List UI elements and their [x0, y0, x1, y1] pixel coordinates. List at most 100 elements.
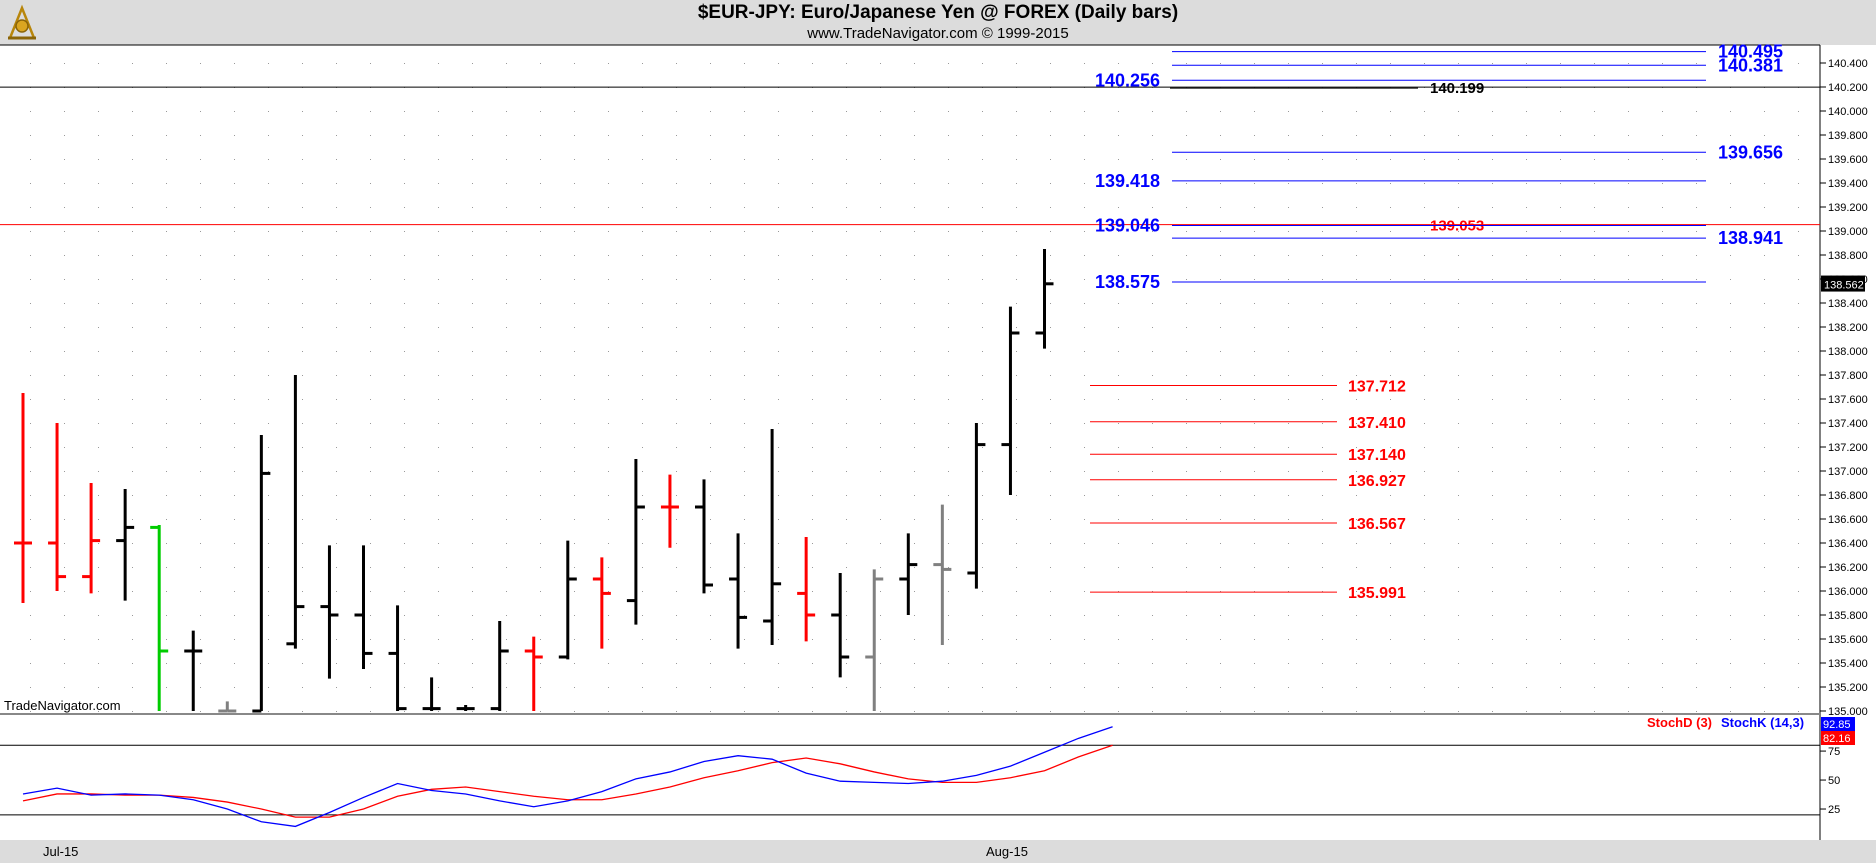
grid-dot [1390, 111, 1391, 112]
grid-dot [1560, 207, 1561, 208]
grid-dot [336, 447, 337, 448]
grid-dot [64, 591, 65, 592]
grid-dot [744, 327, 745, 328]
grid-dot [1560, 567, 1561, 568]
grid-dot [370, 711, 371, 712]
grid-dot [302, 495, 303, 496]
grid-dot [1186, 687, 1187, 688]
grid-dot [472, 183, 473, 184]
grid-dot [370, 183, 371, 184]
grid-dot [642, 159, 643, 160]
grid-dot [200, 135, 201, 136]
grid-dot [778, 303, 779, 304]
grid-dot [1322, 351, 1323, 352]
grid-dot [1764, 471, 1765, 472]
grid-dot [1254, 279, 1255, 280]
grid-dot [234, 375, 235, 376]
grid-dot [1016, 63, 1017, 64]
grid-dot [64, 159, 65, 160]
grid-dot [506, 471, 507, 472]
grid-dot [506, 351, 507, 352]
grid-dot [744, 519, 745, 520]
grid-dot [812, 687, 813, 688]
fib-blue-label: 140.495 [1718, 42, 1783, 62]
grid-dot [1798, 615, 1799, 616]
grid-dot [1322, 183, 1323, 184]
grid-dot [1798, 63, 1799, 64]
grid-dot [1696, 399, 1697, 400]
price-bar [82, 483, 101, 594]
grid-dot [98, 327, 99, 328]
grid-dot [1424, 159, 1425, 160]
grid-dot [438, 135, 439, 136]
axis-tick-label: 137.600 [1828, 394, 1868, 406]
grid-dot [710, 639, 711, 640]
grid-dot [506, 615, 507, 616]
grid-dot [98, 111, 99, 112]
grid-dot [234, 303, 235, 304]
grid-dot [132, 327, 133, 328]
grid-dot [1322, 567, 1323, 568]
grid-dot [1322, 663, 1323, 664]
grid-dot [336, 591, 337, 592]
grid-dot [1118, 471, 1119, 472]
price-bar [490, 621, 509, 711]
grid-dot [778, 255, 779, 256]
grid-dot [30, 375, 31, 376]
grid-dot [1730, 183, 1731, 184]
grid-dot [1526, 255, 1527, 256]
grid-dot [1424, 183, 1425, 184]
grid-dot [608, 423, 609, 424]
grid-dot [1594, 519, 1595, 520]
grid-dot [1424, 207, 1425, 208]
grid-dot [1424, 471, 1425, 472]
grid-dot [642, 591, 643, 592]
grid-dot [302, 279, 303, 280]
grid-dot [200, 567, 201, 568]
grid-dot [1356, 399, 1357, 400]
grid-dot [506, 447, 507, 448]
grid-dot [574, 591, 575, 592]
stoch-d-value-tag [1821, 731, 1855, 745]
grid-dot [1050, 399, 1051, 400]
grid-dot [642, 327, 643, 328]
grid-dot [574, 375, 575, 376]
grid-dot [574, 159, 575, 160]
grid-dot [1730, 447, 1731, 448]
grid-dot [1016, 567, 1017, 568]
grid-dot [1118, 303, 1119, 304]
grid-dot [1764, 327, 1765, 328]
grid-dot [846, 255, 847, 256]
grid-dot [1356, 447, 1357, 448]
grid-dot [472, 711, 473, 712]
grid-dot [914, 327, 915, 328]
grid-dot [1118, 591, 1119, 592]
grid-dot [64, 423, 65, 424]
grid-dot [98, 687, 99, 688]
grid-dot [1220, 135, 1221, 136]
grid-dot [1458, 639, 1459, 640]
grid-dot [234, 663, 235, 664]
grid-dot [1492, 135, 1493, 136]
grid-dot [1186, 63, 1187, 64]
grid-dot [268, 519, 269, 520]
grid-dot [710, 279, 711, 280]
grid-dot [846, 207, 847, 208]
price-bar [558, 540, 577, 660]
grid-dot [744, 135, 745, 136]
grid-dot [676, 591, 677, 592]
grid-dot [1730, 279, 1731, 280]
grid-dot [268, 663, 269, 664]
grid-dot [234, 111, 235, 112]
grid-dot [234, 327, 235, 328]
grid-dot [1730, 615, 1731, 616]
stoch-d-value: 82.16 [1823, 733, 1851, 745]
grid-dot [506, 663, 507, 664]
grid-dot [1764, 183, 1765, 184]
grid-dot [1288, 495, 1289, 496]
grid-dot [710, 567, 711, 568]
grid-dot [200, 255, 201, 256]
grid-dot [812, 207, 813, 208]
fib-blue-label: 139.418 [1095, 171, 1160, 191]
